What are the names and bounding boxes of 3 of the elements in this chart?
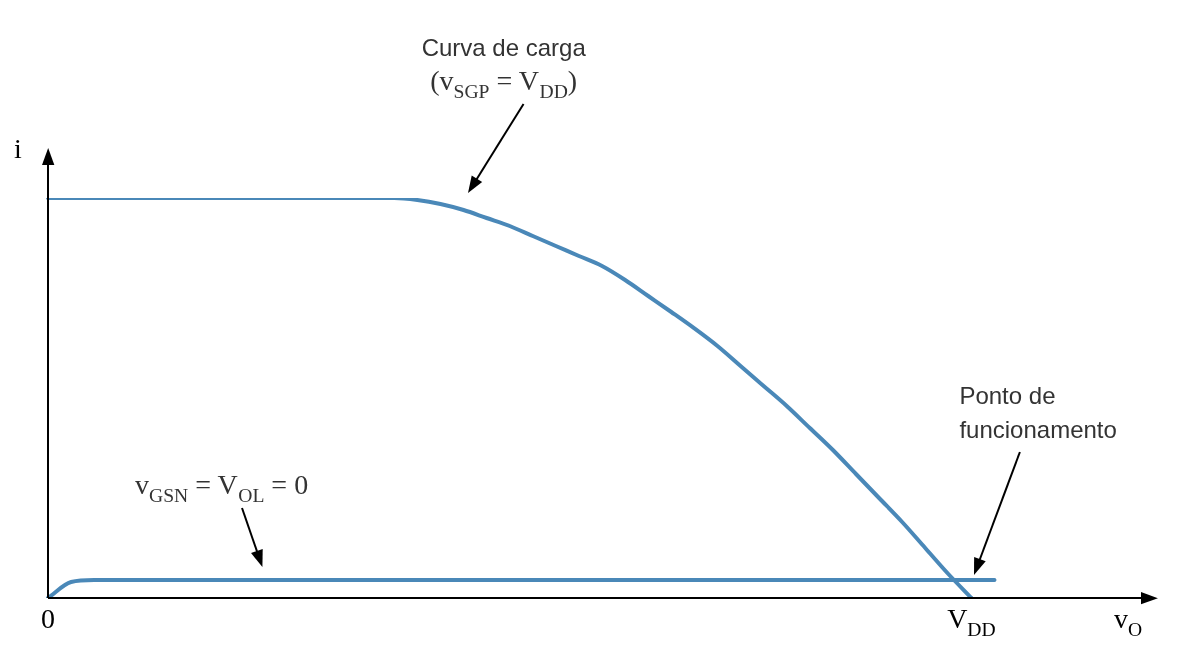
- annotation: Ponto de funcionamento: [959, 382, 1117, 443]
- x-tick-label: 0: [41, 603, 55, 634]
- y-axis-title: i: [14, 133, 23, 164]
